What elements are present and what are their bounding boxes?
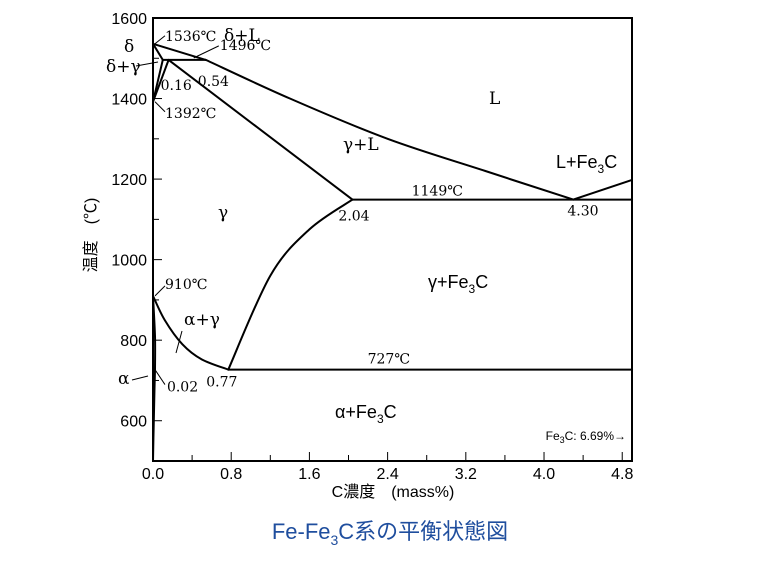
y-tick-label: 800 bbox=[120, 333, 147, 350]
phase-boundaries bbox=[152, 42, 633, 462]
y-tick-label: 1400 bbox=[111, 92, 147, 109]
region-label: δ+L bbox=[224, 26, 260, 46]
region-label: δ+γ bbox=[106, 57, 141, 77]
y-axis-label: 温度 (℃) bbox=[82, 198, 100, 273]
x-tick-label: 4.0 bbox=[533, 466, 555, 483]
region-label: α+γ bbox=[184, 310, 220, 330]
x-tick-label: 1.6 bbox=[298, 466, 320, 483]
annotation-leader bbox=[193, 45, 220, 59]
plot-border bbox=[152, 17, 633, 462]
boundary-alpha-solvus-lower bbox=[152, 368, 156, 462]
boundary-delta-solidus bbox=[152, 42, 164, 61]
point-label: 1496℃ bbox=[220, 38, 271, 54]
region-label: L bbox=[489, 89, 500, 109]
region-label: γ+L bbox=[343, 135, 379, 155]
boundary-liquidus-main bbox=[204, 58, 575, 201]
point-label: 0.02 bbox=[167, 380, 198, 396]
point-label: 1392℃ bbox=[165, 106, 216, 122]
region-label: γ bbox=[218, 203, 228, 223]
boundary-solidus-gamma bbox=[167, 58, 354, 201]
point-label: 1536℃ bbox=[165, 29, 216, 45]
region-leader bbox=[131, 375, 149, 381]
point-label: 910℃ bbox=[165, 277, 207, 293]
region-label: γ+Fe3C bbox=[428, 272, 488, 296]
x-tick-label: 4.8 bbox=[611, 466, 633, 483]
annotation-leader bbox=[154, 35, 166, 45]
point-label: 2.04 bbox=[338, 209, 369, 225]
chart-caption: Fe-Fe3C系の平衡状態図 bbox=[272, 519, 508, 548]
annotation-leader bbox=[154, 369, 166, 385]
x-tick-label: 3.2 bbox=[455, 466, 477, 483]
annotation-leader bbox=[154, 101, 166, 113]
region-label: δ bbox=[124, 37, 134, 57]
region-labels: δ δ+L δ+γ Lγ+L γ α+γ α γ+Fe3C α+Fe3C L+Fe3C bbox=[106, 26, 617, 426]
x-tick-label: 2.4 bbox=[376, 466, 398, 483]
point-label: 0.54 bbox=[198, 74, 229, 90]
y-tick-label: 1200 bbox=[111, 172, 147, 189]
boundary-a3-line bbox=[152, 294, 230, 371]
point-label: 0.77 bbox=[206, 375, 237, 391]
point-label: 1149℃ bbox=[412, 184, 463, 200]
boundary-acm-line bbox=[227, 198, 354, 371]
x-axis-label: C濃度 (mass%) bbox=[332, 483, 455, 501]
point-label: 4.30 bbox=[567, 204, 598, 220]
fe3c-note: Fe3C: 6.69%→ bbox=[546, 429, 626, 445]
region-label: L+Fe3C bbox=[556, 152, 617, 176]
y-tick-label: 600 bbox=[120, 414, 147, 431]
boundary-liquidus-delta bbox=[152, 42, 207, 61]
point-label: 727℃ bbox=[368, 352, 410, 368]
plot-area bbox=[152, 17, 633, 462]
x-tick-label: 0.8 bbox=[220, 466, 242, 483]
region-leader bbox=[175, 330, 183, 354]
annotation-leader bbox=[154, 285, 166, 297]
region-leader bbox=[135, 61, 159, 67]
y-tick-label: 1600 bbox=[111, 11, 147, 28]
region-label: α+Fe3C bbox=[335, 402, 397, 426]
x-tick-label: 0.0 bbox=[142, 466, 164, 483]
boundary-alpha-solvus-upper bbox=[152, 294, 157, 371]
y-tick-label: 1000 bbox=[111, 253, 147, 270]
boundary-delta-gamma-boundary bbox=[152, 58, 170, 103]
region-label: α bbox=[118, 369, 130, 389]
axis-ticks: 0.0 0.8 1.6 2.4 3.2 4.0 4.8 600 800 1000 1200 1400 1… bbox=[111, 11, 633, 483]
point-label: 0.16 bbox=[161, 78, 192, 94]
boundary-liquidus-fe3c bbox=[572, 178, 633, 201]
